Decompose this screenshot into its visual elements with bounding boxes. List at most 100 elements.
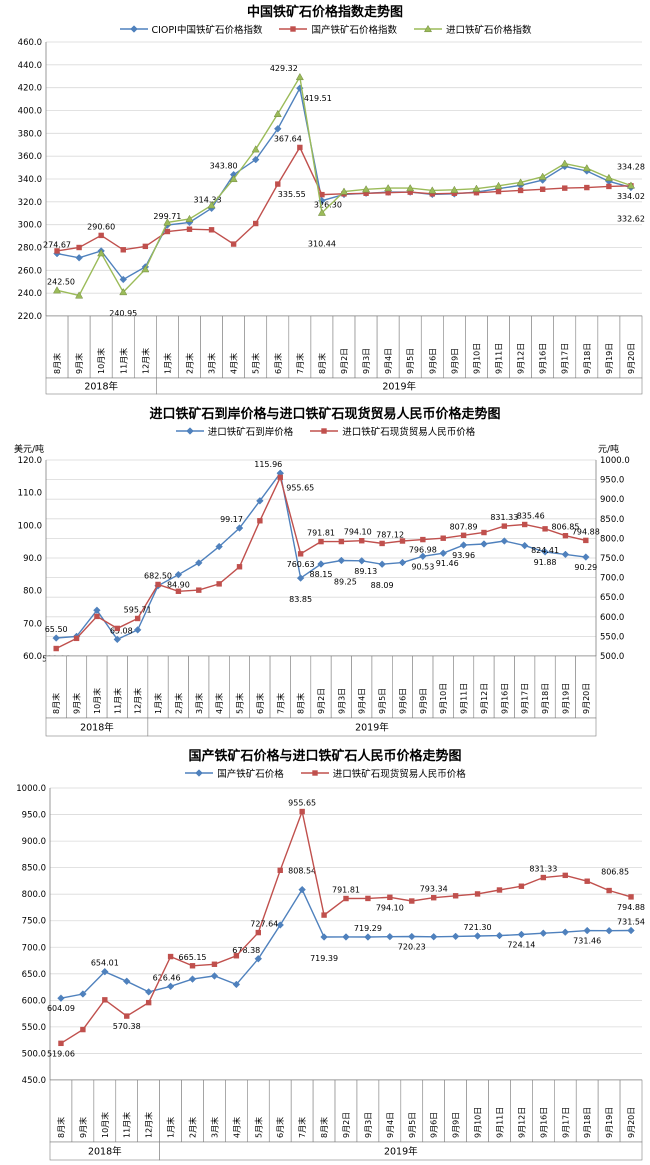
data-label: 343.80 bbox=[210, 162, 238, 171]
marker-diamond bbox=[342, 933, 350, 941]
y-axis-tick-label: 440.0 bbox=[18, 61, 42, 71]
x-axis-label: 9月20日 bbox=[582, 683, 591, 714]
data-label: 955.65 bbox=[286, 483, 314, 492]
y-axis-tick-label-right: 850.0 bbox=[600, 515, 624, 525]
y-axis-tick-label-right: 650.0 bbox=[600, 593, 624, 603]
data-label: 724.14 bbox=[507, 940, 535, 949]
chart-ciopi-index: 中国铁矿石价格指数走势图 CIOPI中国铁矿石价格指数 国产铁矿石价格指数 进口铁矿… bbox=[0, 0, 650, 396]
legend-item: 进口铁矿石现货贸易人民币价格 bbox=[300, 766, 466, 780]
marker-diamond bbox=[215, 542, 223, 551]
y-axis-tick-label-right: 1000.0 bbox=[600, 456, 630, 466]
x-axis-label: 9月6日 bbox=[399, 688, 408, 714]
marker-diamond bbox=[52, 634, 60, 642]
marker-diamond bbox=[185, 427, 194, 435]
marker-square bbox=[167, 953, 174, 960]
chart-plot: 60.0 70.0 80.0 90.0 100.0 110.0 120.0 美元/吨 500.0… bbox=[0, 438, 650, 738]
x-axis-label: 2月末 bbox=[185, 353, 195, 374]
marker-square bbox=[216, 581, 222, 587]
legend-label: CIOPI中国铁矿石价格指数 bbox=[151, 25, 263, 36]
y-axis-tick-label: 240.0 bbox=[18, 289, 42, 299]
x-axis-label: 2月末 bbox=[173, 693, 183, 714]
marker-diamond bbox=[451, 932, 460, 941]
y-axis-tick-label: 750.0 bbox=[22, 917, 46, 927]
marker-square bbox=[542, 526, 548, 532]
x-axis-label: 5月末 bbox=[251, 353, 261, 374]
x-axis-label: 9月9日 bbox=[450, 348, 459, 374]
marker-diamond bbox=[235, 524, 244, 532]
marker-square bbox=[429, 191, 435, 197]
marker-square bbox=[517, 187, 524, 194]
y-axis-tick-label: 80.0 bbox=[23, 587, 42, 597]
marker-diamond bbox=[296, 574, 305, 582]
data-label: 326.30 bbox=[314, 201, 342, 210]
marker-square bbox=[584, 184, 590, 191]
marker-diamond bbox=[274, 125, 282, 133]
legend-marker-square-icon bbox=[300, 770, 329, 776]
data-label: 65.08 bbox=[110, 626, 133, 635]
x-axis-label: 9月12日 bbox=[517, 343, 526, 374]
y-axis-tick-label: 60.0 bbox=[23, 652, 42, 662]
data-label: 721.30 bbox=[464, 923, 492, 932]
legend-item: 国产铁矿石价格指数 bbox=[278, 22, 397, 36]
marker-square bbox=[583, 537, 589, 544]
x-axis-label: 9月4日 bbox=[384, 348, 393, 374]
marker-diamond bbox=[101, 967, 109, 976]
plot-svg: 220.0 240.0 260.0 280.0 300.0 320.0 340.0 360.0… bbox=[18, 38, 645, 395]
data-label: 719.39 bbox=[310, 954, 338, 963]
series-line-1 bbox=[56, 145, 631, 252]
marker-triangle bbox=[362, 185, 371, 193]
marker-square bbox=[58, 1040, 64, 1047]
marker-square bbox=[53, 645, 59, 652]
y-axis-tick-label: 320.0 bbox=[18, 198, 42, 208]
year-label: 2018年 bbox=[80, 722, 114, 734]
marker-square bbox=[189, 963, 196, 969]
x-axis-label: 9月5日 bbox=[406, 348, 415, 374]
marker-triangle bbox=[75, 291, 84, 299]
marker-square bbox=[98, 232, 104, 239]
y-axis-tick-label: 550.0 bbox=[22, 1023, 46, 1033]
data-label: 604.09 bbox=[47, 1004, 75, 1013]
chart-plot: 450.0 500.0 550.0 600.0 650.0 700.0 750.0 800.0… bbox=[0, 780, 650, 1162]
chart-title: 进口铁矿石到岸价格与进口铁矿石现货贸易人民币价格走势图 bbox=[149, 407, 501, 422]
marker-diamond bbox=[561, 928, 570, 936]
marker-diamond bbox=[561, 550, 570, 559]
data-label: 787.12 bbox=[376, 530, 404, 539]
legend-label: 进口铁矿石现货贸易人民币价格 bbox=[332, 769, 466, 780]
marker-square bbox=[522, 521, 528, 528]
x-axis-label: 11月末 bbox=[118, 348, 128, 374]
y-axis-tick-label: 450.0 bbox=[22, 1076, 46, 1086]
data-label: 90.53 bbox=[411, 562, 434, 571]
marker-triangle bbox=[406, 184, 415, 192]
x-axis-label: 9月末 bbox=[72, 693, 82, 714]
x-axis-label: 1月末 bbox=[153, 693, 163, 714]
data-label: 115.96 bbox=[254, 460, 282, 469]
x-axis-label: 9月4日 bbox=[358, 688, 367, 714]
marker-triangle bbox=[119, 287, 128, 296]
marker-diamond bbox=[75, 254, 83, 262]
data-label: 824.41 bbox=[531, 546, 559, 555]
chart-domestic-vs-import-rmb-price: 国产铁矿石价格与进口铁矿石人民币价格走势图 国产铁矿石价格 进口铁矿石现货贸易人民… bbox=[0, 748, 650, 1162]
y-axis-tick-label-right: 500.0 bbox=[600, 652, 624, 662]
x-axis-label: 6月末 bbox=[275, 1117, 285, 1138]
x-axis-label: 9月10日 bbox=[439, 683, 448, 714]
marker-triangle bbox=[251, 145, 260, 153]
marker-square bbox=[338, 538, 345, 545]
marker-square bbox=[290, 26, 297, 32]
marker-square bbox=[319, 191, 325, 198]
marker-square bbox=[124, 1013, 130, 1019]
marker-triangle bbox=[207, 201, 216, 209]
marker-square bbox=[407, 189, 413, 195]
x-axis-label: 9月18日 bbox=[583, 1107, 592, 1138]
marker-triangle bbox=[185, 214, 194, 223]
x-axis-label: 10月末 bbox=[96, 348, 106, 374]
y-axis-tick-label: 420.0 bbox=[18, 84, 42, 94]
marker-triangle bbox=[428, 186, 437, 194]
marker-triangle bbox=[560, 159, 569, 167]
y-axis-tick-label: 500.0 bbox=[22, 1049, 46, 1059]
marker-square bbox=[409, 898, 415, 904]
x-axis-label: 7月末 bbox=[295, 353, 305, 374]
data-label: 335.55 bbox=[278, 190, 306, 199]
data-label: 310.44 bbox=[308, 240, 336, 249]
marker-diamond bbox=[539, 929, 548, 937]
marker-diamond bbox=[480, 540, 488, 548]
